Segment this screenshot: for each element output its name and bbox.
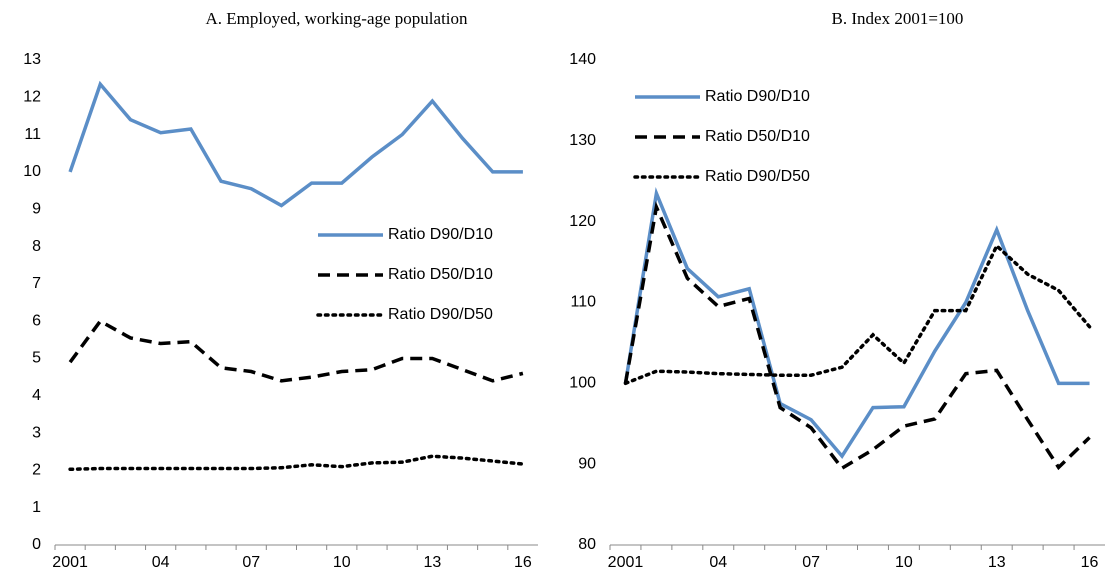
series-line: [623, 201, 1091, 471]
legend-label: Ratio D90/D50: [705, 168, 810, 185]
x-tick-label: 13: [423, 554, 441, 571]
series-line: [623, 243, 1092, 386]
y-tick-label: 90: [578, 455, 596, 472]
x-tick-label: 07: [802, 554, 820, 571]
y-tick-label: 100: [569, 375, 596, 392]
x-tick-label: 04: [709, 554, 727, 571]
series-line: [68, 80, 523, 208]
y-tick-label: 80: [578, 536, 596, 553]
y-tick-label: 9: [32, 200, 41, 217]
y-tick-label: 120: [569, 213, 596, 230]
y-tick-label: 140: [569, 51, 596, 68]
y-tick-label: 12: [23, 89, 41, 106]
y-tick-label: 7: [32, 275, 41, 292]
y-tick-label: 2: [32, 462, 41, 479]
x-tick-label: 16: [1081, 554, 1099, 571]
x-tick-label: 16: [514, 554, 532, 571]
y-tick-label: 110: [570, 294, 596, 311]
y-tick-label: 130: [569, 132, 596, 149]
series-line: [623, 186, 1090, 460]
y-tick-label: 0: [32, 536, 41, 553]
legend-label: Ratio D90/D50: [388, 306, 493, 323]
chart-title: A. Employed, working-age population: [205, 9, 468, 28]
y-tick-label: 13: [23, 51, 41, 68]
x-tick-label: 2001: [608, 554, 644, 571]
series-line: [68, 318, 524, 383]
x-tick-label: 2001: [52, 554, 88, 571]
y-tick-label: 11: [24, 126, 41, 143]
x-tick-label: 10: [333, 554, 351, 571]
y-tick-label: 1: [32, 499, 41, 516]
y-tick-label: 3: [32, 424, 41, 441]
x-tick-label: 10: [895, 554, 913, 571]
series-line: [68, 454, 525, 472]
x-tick-label: 13: [988, 554, 1006, 571]
y-tick-label: 10: [23, 163, 41, 180]
x-tick-label: 07: [242, 554, 260, 571]
x-tick-label: 04: [152, 554, 170, 571]
legend-label: Ratio D50/D10: [388, 266, 493, 283]
legend-label: Ratio D90/D10: [388, 226, 493, 243]
y-tick-label: 4: [32, 387, 41, 404]
y-tick-label: 6: [32, 312, 41, 329]
chart-title: B. Index 2001=100: [832, 9, 964, 28]
legend-label: Ratio D50/D10: [705, 128, 810, 145]
legend-label: Ratio D90/D10: [705, 88, 810, 105]
y-tick-label: 5: [32, 350, 41, 367]
y-tick-label: 8: [32, 238, 41, 255]
